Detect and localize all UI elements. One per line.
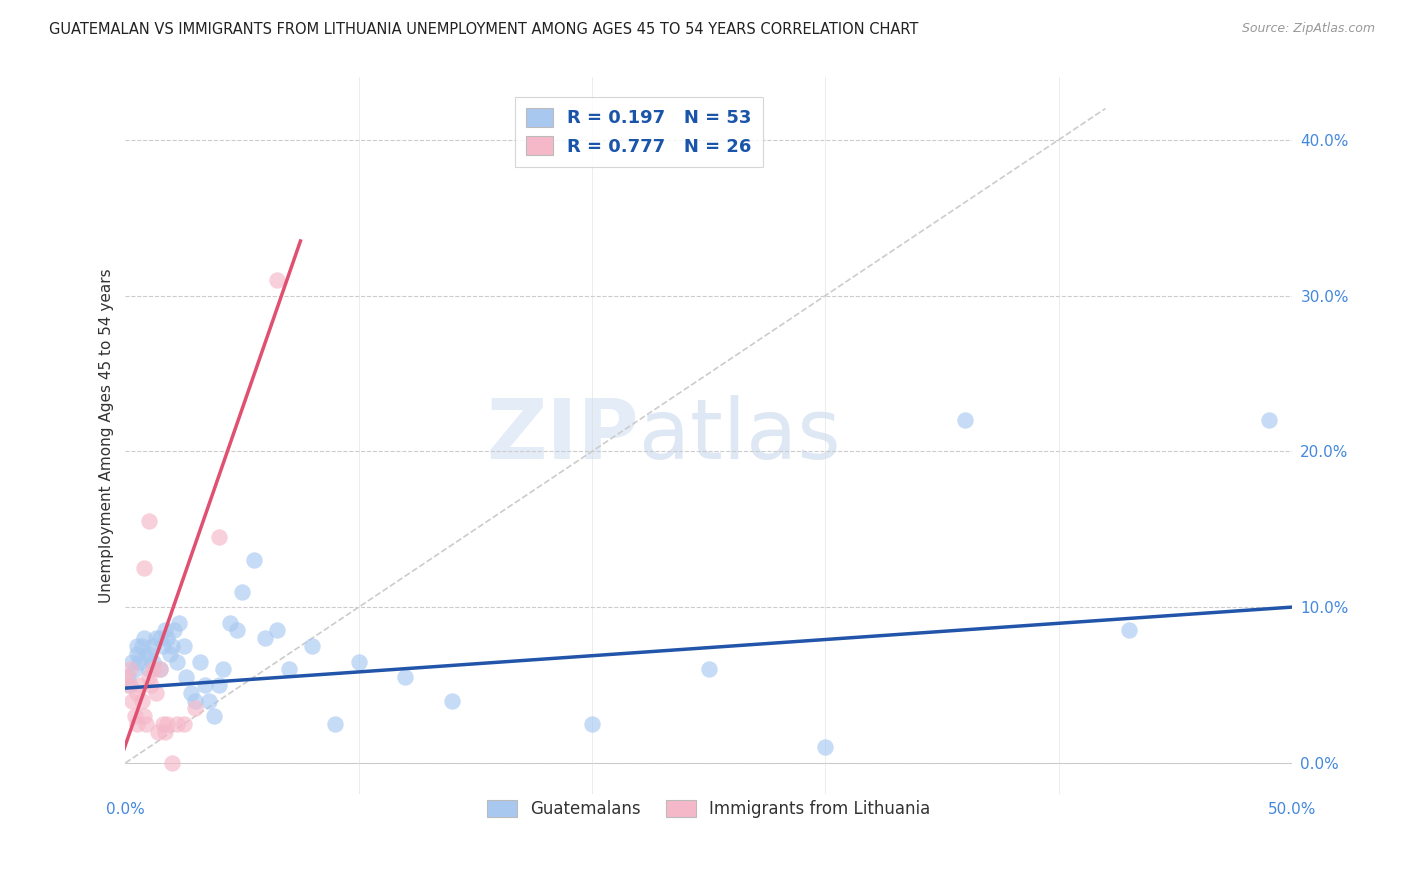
- Point: [266, 273, 288, 287]
- Point: [149, 662, 172, 676]
- Point: [301, 639, 323, 653]
- Point: [163, 624, 186, 638]
- Point: [149, 662, 172, 676]
- Point: [184, 693, 207, 707]
- Text: atlas: atlas: [638, 395, 841, 476]
- Point: [243, 553, 266, 567]
- Point: [138, 515, 160, 529]
- Text: GUATEMALAN VS IMMIGRANTS FROM LITHUANIA UNEMPLOYMENT AMONG AGES 45 TO 54 YEARS C: GUATEMALAN VS IMMIGRANTS FROM LITHUANIA …: [49, 22, 918, 37]
- Point: [139, 678, 162, 692]
- Point: [394, 670, 416, 684]
- Legend: Guatemalans, Immigrants from Lithuania: Guatemalans, Immigrants from Lithuania: [481, 794, 938, 825]
- Point: [173, 717, 195, 731]
- Text: ZIP: ZIP: [486, 395, 638, 476]
- Point: [156, 717, 179, 731]
- Point: [117, 670, 139, 684]
- Point: [697, 662, 720, 676]
- Point: [173, 639, 195, 653]
- Point: [153, 724, 176, 739]
- Point: [581, 717, 603, 731]
- Point: [127, 717, 149, 731]
- Point: [138, 647, 160, 661]
- Point: [160, 639, 183, 653]
- Point: [153, 624, 176, 638]
- Point: [127, 639, 149, 653]
- Point: [814, 740, 837, 755]
- Point: [159, 647, 181, 661]
- Point: [226, 624, 249, 638]
- Text: Source: ZipAtlas.com: Source: ZipAtlas.com: [1241, 22, 1375, 36]
- Point: [166, 655, 188, 669]
- Point: [149, 632, 172, 646]
- Point: [212, 662, 235, 676]
- Point: [138, 662, 160, 676]
- Point: [347, 655, 370, 669]
- Point: [135, 717, 157, 731]
- Point: [124, 709, 146, 723]
- Point: [266, 624, 288, 638]
- Point: [135, 649, 157, 664]
- Point: [120, 678, 142, 692]
- Point: [142, 639, 165, 653]
- Y-axis label: Unemployment Among Ages 45 to 54 years: Unemployment Among Ages 45 to 54 years: [100, 268, 114, 603]
- Point: [325, 717, 347, 731]
- Point: [128, 678, 150, 692]
- Point: [131, 693, 153, 707]
- Point: [184, 701, 207, 715]
- Point: [121, 655, 143, 669]
- Point: [219, 615, 242, 630]
- Point: [134, 709, 156, 723]
- Point: [208, 530, 231, 544]
- Point: [160, 756, 183, 770]
- Point: [134, 561, 156, 575]
- Point: [188, 655, 211, 669]
- Point: [124, 662, 146, 676]
- Point: [127, 647, 149, 661]
- Point: [277, 662, 299, 676]
- Point: [142, 655, 165, 669]
- Point: [121, 693, 143, 707]
- Point: [120, 662, 142, 676]
- Point: [117, 678, 139, 692]
- Point: [114, 670, 136, 684]
- Point: [142, 662, 165, 676]
- Point: [955, 413, 977, 427]
- Point: [145, 632, 167, 646]
- Point: [152, 717, 174, 731]
- Point: [441, 693, 464, 707]
- Point: [145, 686, 167, 700]
- Point: [254, 632, 277, 646]
- Point: [174, 670, 197, 684]
- Point: [208, 678, 231, 692]
- Point: [180, 686, 202, 700]
- Point: [194, 678, 217, 692]
- Point: [152, 639, 174, 653]
- Point: [167, 615, 190, 630]
- Point: [146, 724, 169, 739]
- Point: [156, 632, 179, 646]
- Point: [231, 584, 253, 599]
- Point: [198, 693, 221, 707]
- Point: [127, 686, 149, 700]
- Point: [138, 670, 160, 684]
- Point: [1257, 413, 1279, 427]
- Point: [134, 632, 156, 646]
- Point: [131, 639, 153, 653]
- Point: [1118, 624, 1140, 638]
- Point: [166, 717, 188, 731]
- Point: [128, 655, 150, 669]
- Point: [202, 709, 225, 723]
